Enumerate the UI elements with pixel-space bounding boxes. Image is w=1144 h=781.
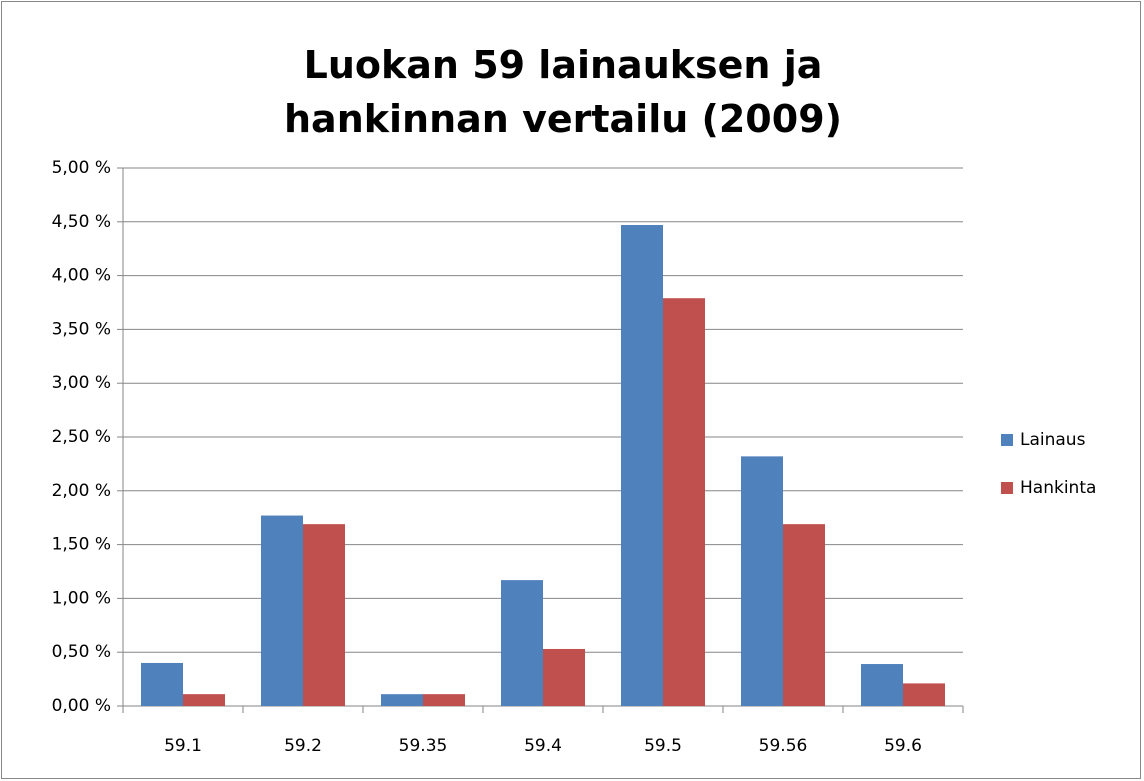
bar: [621, 225, 663, 706]
legend-swatch: [1001, 482, 1013, 494]
bar: [783, 524, 825, 706]
y-tick-label: 4,00 %: [52, 266, 111, 286]
y-tick-label: 1,50 %: [52, 535, 111, 555]
x-tick-label: 59.6: [884, 736, 922, 756]
y-tick-label: 4,50 %: [52, 212, 111, 232]
y-tick-label: 5,00 %: [52, 158, 111, 178]
x-tick-label: 59.56: [759, 736, 808, 756]
x-tick-label: 59.2: [284, 736, 322, 756]
y-tick-label: 0,50 %: [52, 642, 111, 662]
bar: [903, 683, 945, 706]
bar: [861, 664, 903, 706]
legend-label: Lainaus: [1020, 430, 1086, 450]
y-tick-label: 3,50 %: [52, 319, 111, 339]
bar: [261, 515, 303, 706]
bar: [381, 694, 423, 706]
bar: [663, 298, 705, 706]
bar: [501, 580, 543, 706]
bar: [741, 456, 783, 706]
legend-label: Hankinta: [1020, 478, 1096, 498]
y-tick-label: 1,00 %: [52, 588, 111, 608]
x-tick-label: 59.1: [164, 736, 202, 756]
chart-title: Luokan 59 lainauksen ja hankinnan vertai…: [284, 43, 842, 141]
x-tick-label: 59.4: [524, 736, 562, 756]
y-tick-label: 0,00 %: [52, 696, 111, 716]
bar: [423, 694, 465, 706]
y-tick-label: 3,00 %: [52, 373, 111, 393]
y-tick-label: 2,00 %: [52, 481, 111, 501]
bar: [543, 648, 585, 706]
bar: [183, 694, 225, 706]
y-tick-label: 2,50 %: [52, 427, 111, 447]
x-tick-label: 59.35: [399, 736, 448, 756]
bar: [303, 524, 345, 706]
bar: [141, 662, 183, 706]
legend-swatch: [1001, 434, 1013, 446]
x-tick-label: 59.5: [644, 736, 682, 756]
